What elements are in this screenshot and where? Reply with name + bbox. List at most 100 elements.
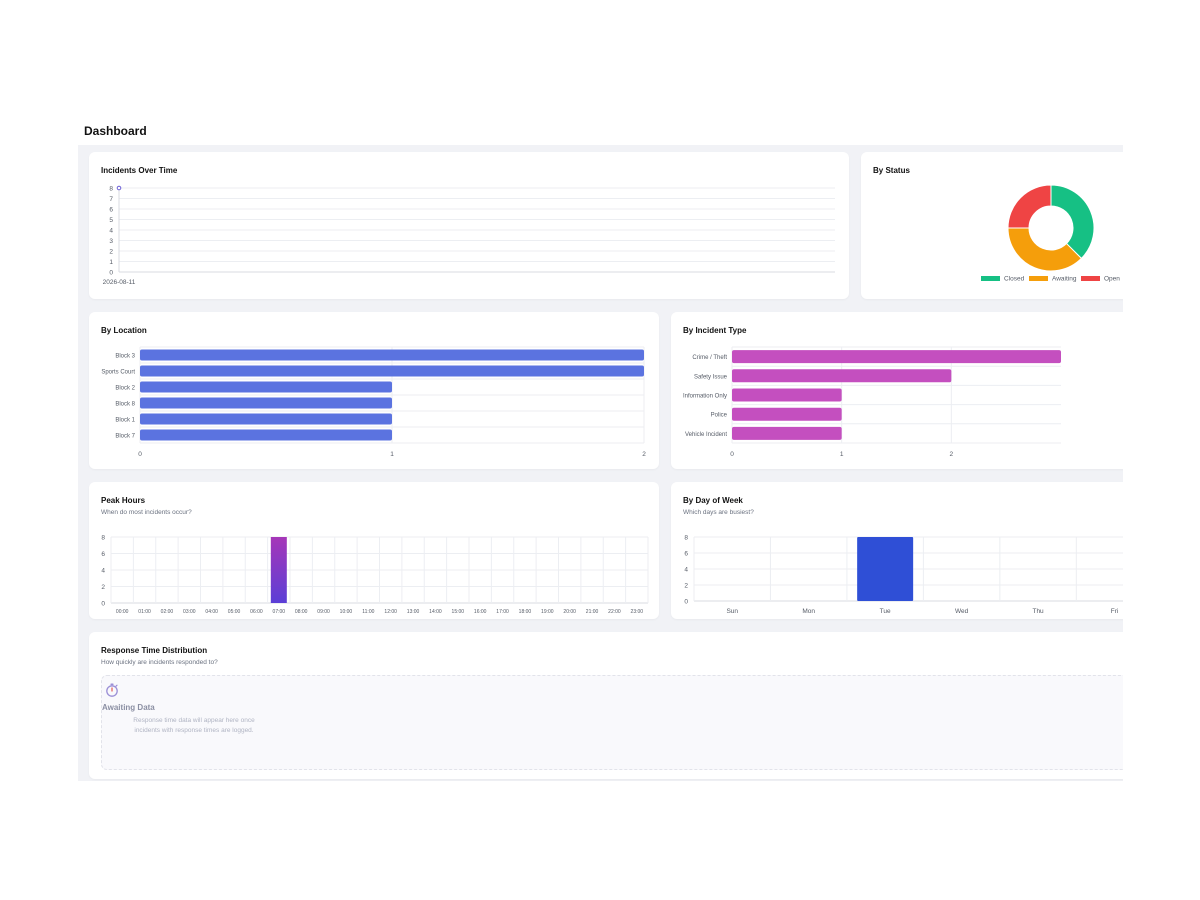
x-tick-label: 16:00 [474,609,487,615]
y-tick-label: 8 [684,535,688,542]
x-tick-label: Sun [726,608,738,615]
card-title: By Day of Week [683,496,743,505]
bar [140,365,644,377]
x-tick-label: 03:00 [183,609,196,615]
x-tick-label: 07:00 [273,609,286,615]
y-tick-label: 1 [109,259,113,266]
card-title: By Status [873,166,910,175]
y-tick-label: 2 [101,584,105,591]
x-tick-label: 18:00 [519,609,532,615]
x-tick-label: 19:00 [541,609,554,615]
card-title: By Incident Type [683,326,747,335]
y-tick-label: Block 1 [115,418,135,424]
bar [270,537,287,603]
x-tick-label: 09:00 [317,609,330,615]
x-tick-label: 1 [390,451,394,458]
card-title: By Location [101,326,147,335]
bar [732,350,1061,364]
x-tick-label: 05:00 [228,609,241,615]
x-tick-label: Thu [1032,608,1044,615]
x-tick-label: 01:00 [138,609,151,615]
bar [732,407,842,421]
x-tick-label: 14:00 [429,609,442,615]
x-tick-label: 22:00 [608,609,621,615]
y-tick-label: 0 [101,601,105,608]
y-tick-label: 4 [101,568,105,575]
pie-slice-open [1007,184,1052,229]
x-tick-label: Mon [802,608,815,615]
empty-state-title: Awaiting Data [102,703,155,712]
y-tick-label: 4 [109,228,113,235]
stopwatch-icon [106,683,118,697]
y-tick-label: 6 [684,551,688,558]
x-tick-label: 10:00 [340,609,353,615]
x-tick-label: 2 [950,451,954,458]
x-tick-label: 0 [730,451,734,458]
y-tick-label: 0 [684,599,688,606]
y-tick-label: Vehicle Incident [685,432,727,438]
x-tick-label: 20:00 [563,609,576,615]
x-tick-label: 23:00 [631,609,644,615]
card-subtitle: How quickly are incidents responded to? [101,659,218,666]
legend-swatch [981,276,1000,281]
y-tick-label: 8 [101,535,105,542]
y-tick-label: 2 [109,249,113,256]
bar [732,388,842,402]
incidents-over-time-card: Incidents Over Time 0 1 2 3 4 5 6 7 8 2026-08-11 [89,152,849,299]
x-tick-label: 21:00 [586,609,599,615]
x-tick-label: 04:00 [205,609,218,615]
pie-slice-awaiting [1007,227,1083,272]
x-tick-label: 06:00 [250,609,263,615]
data-point [116,185,122,191]
bar [140,413,392,425]
x-tick-label: 08:00 [295,609,308,615]
legend-label: Open [1104,276,1120,283]
empty-state-text: Response time data will appear here once… [133,717,255,734]
x-tick-label: 1 [840,451,844,458]
by-location-card: By Location 0 1 2 Block 3 Sports Court Block … [89,312,659,469]
pie-slice-closed [1050,184,1095,260]
by-incident-type-chart: 0 1 2 Crime / Theft Safety Issue Information … [683,346,1061,458]
x-tick-label: 00:00 [116,609,129,615]
by-day-of-week-card: By Day of Week Which days are busiest? 0… [671,482,1123,619]
y-tick-label: Sports Court [101,370,135,376]
bar [140,397,392,409]
y-tick-label: 6 [101,551,105,558]
y-tick-label: 5 [109,217,113,224]
x-tick-label: 2026-08-11 [103,279,136,286]
card-title: Incidents Over Time [101,166,178,175]
empty-state [101,675,1123,770]
by-day-of-week-chart: 0 2 4 6 8 Sun Mon Tue Wed Thu Fri [684,535,1123,615]
dashboard-content: Incidents Over Time 0 1 2 3 4 5 6 7 8 2026-08-11 … [78,145,1123,781]
y-tick-label: Block 3 [115,354,135,360]
bar [857,537,914,601]
y-tick-label: 6 [109,207,113,214]
y-tick-label: 2 [684,583,688,590]
legend-label: Closed [1004,276,1025,283]
x-tick-label: Wed [955,608,969,615]
y-tick-label: 8 [109,186,113,193]
x-tick-label: 17:00 [496,609,509,615]
card-title: Peak Hours [101,496,146,505]
x-tick-label: Fri [1111,608,1119,615]
bar [140,381,392,393]
response-time-card: Response Time Distribution How quickly a… [89,632,1123,779]
x-tick-label: 02:00 [161,609,174,615]
y-tick-label: 3 [109,238,113,245]
by-location-chart: 0 1 2 Block 3 Sports Court Block 2 Block 8 Bloc… [101,346,646,458]
legend-label: Awaiting [1052,276,1077,283]
legend-swatch [1029,276,1048,281]
y-tick-label: Crime / Theft [692,355,727,361]
bar [732,369,952,383]
y-tick-label: Information Only [683,394,727,400]
bar [732,426,842,440]
by-status-card: By Status Closed Awaiting Open [861,152,1123,299]
by-incident-type-card: By Incident Type 0 1 2 Crime / Theft Safety … [671,312,1123,469]
bar [140,429,392,441]
peak-hours-chart: 0 2 4 6 8 00:00 01:00 02:00 03:00 04:00 05:00 06:00… [101,535,649,615]
x-tick-label: 11:00 [362,609,374,615]
y-tick-label: Safety Issue [694,374,728,380]
y-tick-label: Block 7 [115,434,135,440]
y-tick-label: Block 2 [115,386,135,392]
y-tick-label: 4 [684,567,688,574]
